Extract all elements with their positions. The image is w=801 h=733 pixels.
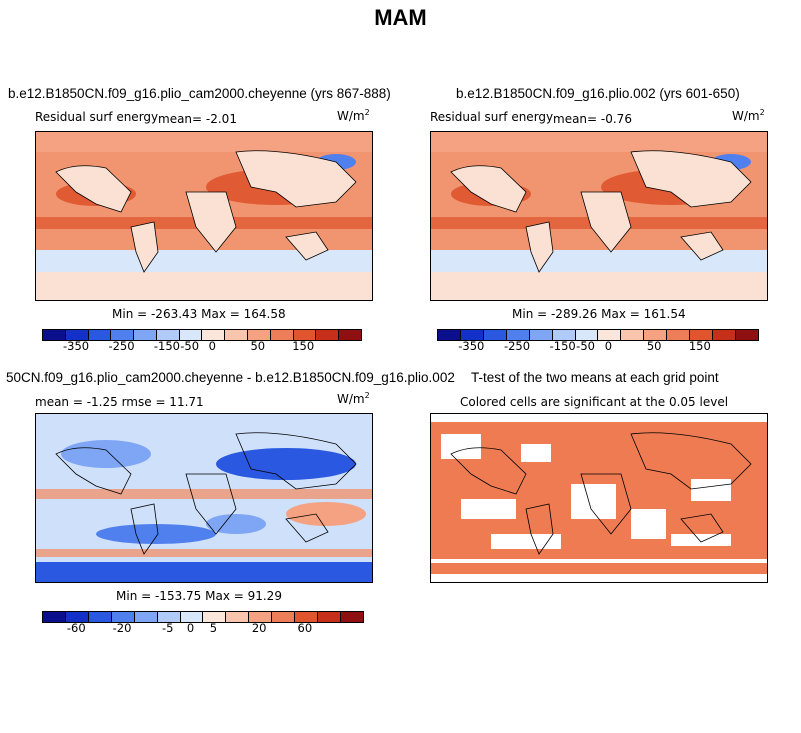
colorbar-swatch <box>690 330 714 340</box>
panel1-map-svg <box>36 132 372 300</box>
colorbar-tick-label: 0 <box>186 621 195 635</box>
colorbar-swatch <box>134 330 157 340</box>
colorbar-swatch <box>248 330 271 340</box>
panel1-map <box>35 131 373 301</box>
colorbar-tick-label: 5 <box>209 621 218 635</box>
colorbar-swatch <box>134 612 158 622</box>
panel4-subtitle: Colored cells are significant at the 0.0… <box>460 395 729 409</box>
colorbar-swatch <box>529 330 553 340</box>
colorbar-swatch <box>598 330 622 340</box>
colorbar-swatch <box>270 330 294 340</box>
colorbar-swatch <box>644 330 668 340</box>
panel2-colorbar <box>437 329 759 341</box>
colorbar-tick-label: -250 <box>108 339 135 353</box>
panel4-map-svg <box>431 414 767 582</box>
colorbar-swatch <box>552 330 576 340</box>
colorbar-tick-label: -50 <box>180 339 200 353</box>
colorbar-tick-label: 60 <box>297 621 313 635</box>
colorbar-swatch <box>340 612 363 622</box>
panel2-mean-label: mean= -0.76 <box>553 112 632 126</box>
panel3-map-svg <box>36 414 372 582</box>
panel3-colorbar <box>42 611 364 623</box>
panel3-units: W/m2 <box>337 391 370 406</box>
colorbar-tick-label: 150 <box>292 339 315 353</box>
colorbar-swatch <box>157 612 181 622</box>
colorbar-swatch <box>180 612 204 622</box>
panel2-map-svg <box>431 132 767 300</box>
panel2-colorbar-ticks: -350 -250 -150 -50 0 50 150 <box>437 339 757 353</box>
colorbar-swatch <box>225 330 249 340</box>
colorbar-swatch <box>483 330 507 340</box>
colorbar-tick-label: -50 <box>576 339 595 353</box>
colorbar-swatch <box>621 330 645 340</box>
panel3-stats: mean = -1.25 rmse = 11.71 <box>35 395 204 409</box>
colorbar-swatch <box>43 612 66 622</box>
colorbar-swatch <box>111 330 135 340</box>
colorbar-tick-label: 50 <box>250 339 266 353</box>
colorbar-swatch <box>293 330 317 340</box>
colorbar-swatch <box>226 612 250 622</box>
panel2-units: W/m2 <box>732 108 765 123</box>
panel3-colorbar-ticks: -60 -20 -5 0 5 20 60 <box>42 621 362 635</box>
panel2-map <box>430 131 768 301</box>
panel1-units: W/m2 <box>337 108 370 123</box>
colorbar-swatch <box>713 330 736 340</box>
colorbar-swatch <box>506 330 530 340</box>
panel4-title: T-test of the two means at each grid poi… <box>471 370 719 385</box>
panel2-minmax: Min = -289.26 Max = 161.54 <box>512 307 686 321</box>
colorbar-tick-label: 20 <box>251 621 267 635</box>
colorbar-swatch <box>575 330 599 340</box>
colorbar-tick-label: 50 <box>646 339 662 353</box>
colorbar-tick-label: -350 <box>458 339 485 353</box>
panel3-minmax: Min = -153.75 Max = 91.29 <box>116 589 282 603</box>
colorbar-swatch <box>272 612 296 622</box>
colorbar-tick-label: -150 <box>549 339 576 353</box>
colorbar-swatch <box>111 612 135 622</box>
panel1-mean-label: mean= -2.01 <box>158 112 237 126</box>
colorbar-swatch <box>735 330 758 340</box>
panel4-map <box>430 413 768 583</box>
colorbar-swatch <box>438 330 461 340</box>
colorbar-tick-label: -150 <box>153 339 180 353</box>
colorbar-swatch <box>316 330 340 340</box>
panel1-colorbar-ticks: -350 -250 -150 -50 0 50 150 <box>42 339 360 353</box>
colorbar-swatch <box>88 330 112 340</box>
panel1-variable-label: Residual surf energy <box>35 110 159 124</box>
colorbar-swatch <box>667 330 691 340</box>
colorbar-swatch <box>203 612 227 622</box>
colorbar-tick-label: -350 <box>63 339 90 353</box>
panel3-title: 50CN.f09_g16.plio_cam2000.cheyenne - b.e… <box>6 370 455 385</box>
colorbar-tick-label: -250 <box>503 339 531 353</box>
colorbar-swatch <box>179 330 203 340</box>
page-title: MAM <box>374 5 427 30</box>
panel1-minmax: Min = -263.43 Max = 164.58 <box>112 307 286 321</box>
colorbar-tick-label: 0 <box>604 339 613 353</box>
panel1-title: b.e12.B1850CN.f09_g16.plio_cam2000.cheye… <box>8 86 391 101</box>
colorbar-swatch <box>318 612 341 622</box>
colorbar-tick-label: 0 <box>208 339 217 353</box>
colorbar-swatch <box>339 330 361 340</box>
colorbar-swatch <box>156 330 180 340</box>
colorbar-swatch <box>65 612 89 622</box>
colorbar-swatch <box>65 330 89 340</box>
colorbar-swatch <box>88 612 112 622</box>
panel2-variable-label: Residual surf energy <box>430 110 554 124</box>
colorbar-tick-label: 150 <box>688 339 711 353</box>
panel3-map <box>35 413 373 583</box>
colorbar-swatch <box>295 612 319 622</box>
colorbar-swatch <box>202 330 226 340</box>
colorbar-tick-label: -60 <box>66 621 86 635</box>
panel1-colorbar <box>42 329 362 341</box>
panel2-title: b.e12.B1850CN.f09_g16.plio.002 (yrs 601-… <box>456 86 740 101</box>
colorbar-swatch <box>43 330 66 340</box>
colorbar-swatch <box>460 330 484 340</box>
colorbar-swatch <box>249 612 273 622</box>
colorbar-tick-label: -5 <box>161 621 174 635</box>
colorbar-tick-label: -20 <box>112 621 132 635</box>
